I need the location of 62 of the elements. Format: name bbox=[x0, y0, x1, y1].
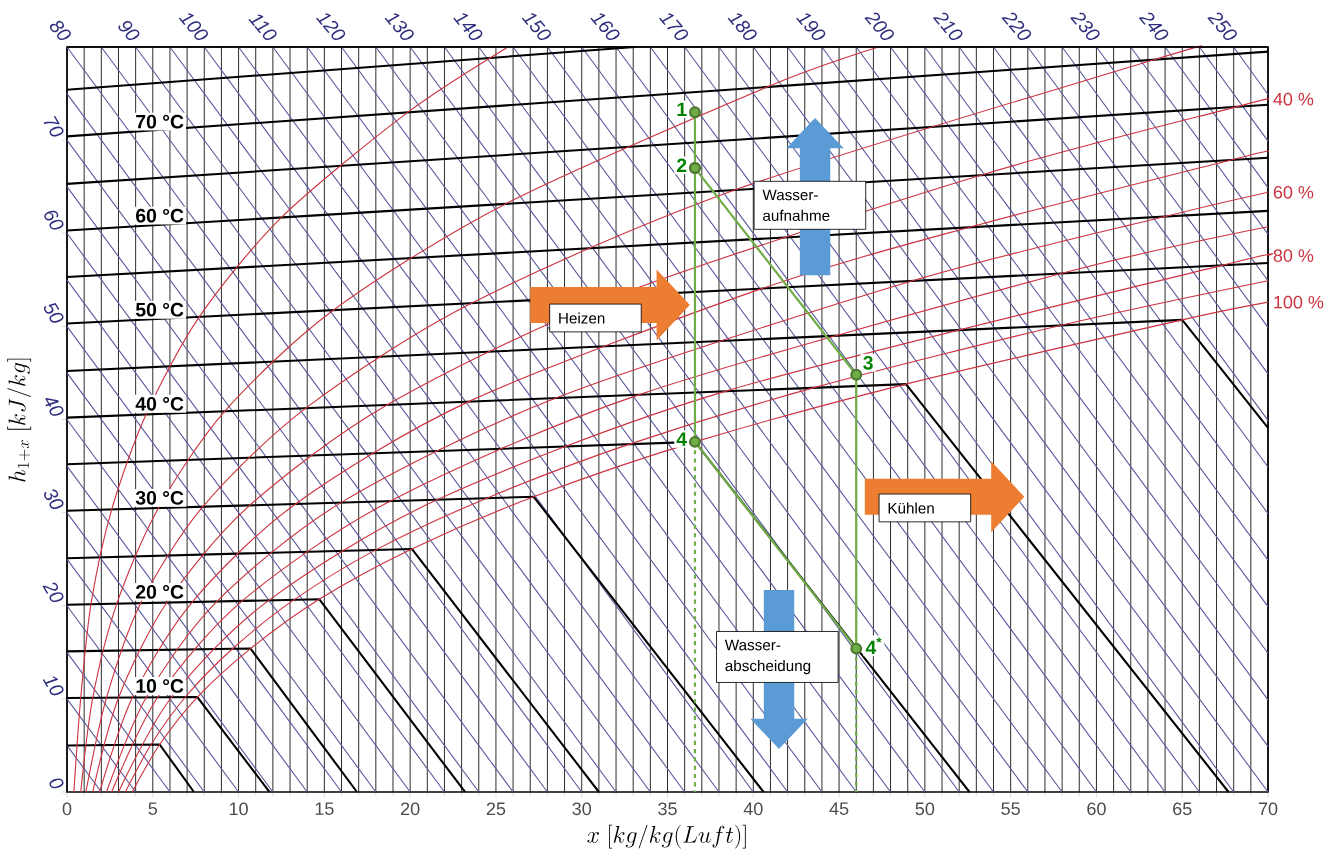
x-tick-label: 20 bbox=[401, 802, 420, 816]
x2-tick-label: 90 bbox=[118, 20, 140, 41]
x2-tick-label: 150 bbox=[521, 13, 551, 41]
x-tick-label: 15 bbox=[315, 802, 334, 815]
y-tick-label: 0 bbox=[49, 778, 64, 789]
y-tick-label: 60 bbox=[44, 210, 64, 230]
x2-tick-label: 110 bbox=[248, 14, 277, 41]
annotation: Heizen bbox=[559, 312, 605, 324]
y-tick-label: 50 bbox=[43, 302, 64, 323]
y-tick-label: 10 bbox=[42, 676, 64, 696]
annotation: 30 °C bbox=[135, 490, 184, 505]
x2-tick-label: 200 bbox=[864, 12, 894, 41]
x2-tick-label: 80 bbox=[49, 20, 71, 41]
annotation: 3 bbox=[863, 355, 873, 370]
x2-tick-label: 240 bbox=[1138, 12, 1169, 41]
annotation: 70 °C bbox=[136, 114, 184, 129]
x2-tick-label: 250 bbox=[1207, 12, 1237, 41]
x-tick-label: 35 bbox=[658, 802, 677, 816]
x2-tick-label: 230 bbox=[1070, 12, 1100, 41]
x2-tick-label: 220 bbox=[1001, 12, 1032, 41]
annotation: 4$^{*}$ bbox=[865, 637, 882, 655]
x2-tick-label: 210 bbox=[932, 12, 963, 41]
x-tick-label: 60 bbox=[1087, 802, 1106, 816]
annotation: Wasser-aufnahme bbox=[762, 189, 830, 221]
x2-tick-label: 170 bbox=[658, 13, 689, 41]
annotation: 20 °C bbox=[135, 585, 184, 599]
y-axis-title: $h_{1+x}\ [kJ/kg]$ bbox=[7, 358, 32, 482]
annotation: 60 °C bbox=[136, 208, 184, 223]
annotation: 2 bbox=[676, 158, 687, 173]
x-tick-label: 25 bbox=[486, 802, 506, 816]
x2-tick-label: 100 bbox=[178, 13, 209, 41]
x2-tick-label: 190 bbox=[796, 13, 826, 41]
series-label: 80 % bbox=[1273, 249, 1314, 262]
x-tick-label: 70 bbox=[1258, 802, 1278, 816]
x-tick-label: 45 bbox=[829, 802, 849, 815]
x-tick-label: 55 bbox=[1001, 802, 1020, 815]
x-tick-label: 50 bbox=[915, 802, 935, 816]
y-tick-label: 30 bbox=[44, 489, 64, 509]
x-tick-label: 40 bbox=[743, 802, 763, 816]
y-tick-label: 40 bbox=[45, 398, 64, 416]
x2-tick-label: 130 bbox=[384, 13, 414, 41]
annotation: 50 °C bbox=[135, 302, 184, 317]
y-tick-label: 70 bbox=[43, 115, 64, 137]
y-tick-label: 20 bbox=[42, 582, 64, 603]
annotation: Wasser-abscheidung bbox=[724, 639, 811, 675]
annotation: 40 °C bbox=[135, 396, 184, 411]
x2-tick-label: 120 bbox=[316, 13, 346, 41]
x2-tick-label: 160 bbox=[590, 13, 620, 41]
annotation: Kühlen bbox=[888, 502, 934, 514]
x-tick-label: 5 bbox=[148, 802, 158, 815]
annotation: 4 bbox=[676, 432, 687, 446]
x-axis-title: $x\ [kg/kg(Luft)]$ bbox=[587, 824, 746, 849]
series-label: 100 % bbox=[1274, 295, 1324, 309]
annotation: 1 bbox=[677, 102, 687, 117]
series-label: 60 % bbox=[1273, 185, 1314, 199]
annotation: 10 °C bbox=[136, 679, 184, 693]
series-label: 40 % bbox=[1273, 92, 1314, 106]
x-tick-label: 30 bbox=[572, 802, 592, 816]
x-tick-label: 65 bbox=[1173, 802, 1192, 816]
x2-tick-label: 140 bbox=[453, 13, 483, 41]
x2-tick-label: 180 bbox=[727, 13, 757, 41]
x-tick-label: 10 bbox=[229, 802, 248, 816]
